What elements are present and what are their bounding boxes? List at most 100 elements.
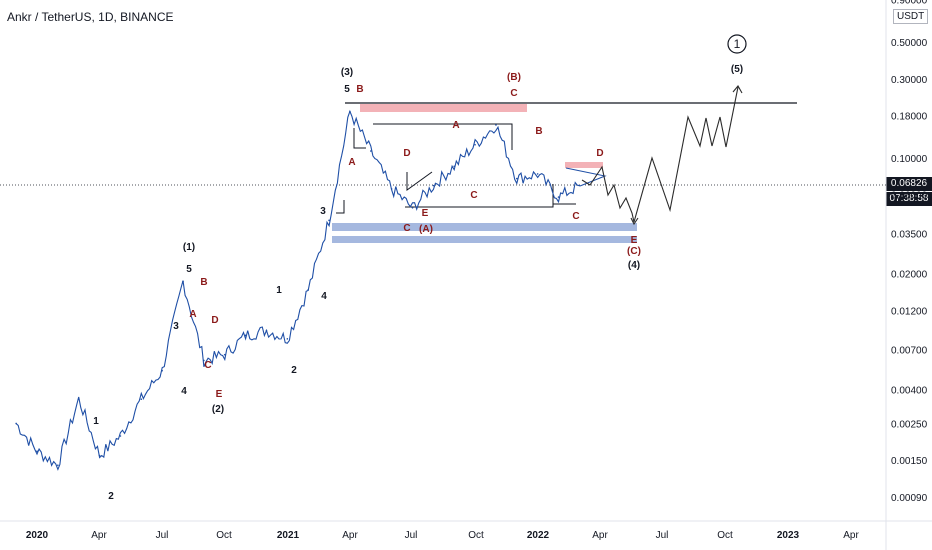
wave-labels: (3) 5 3 (1) 5 3 4 (2) 1 2 1 2 4 (4) (5) B A D C E (B) C A B D C E A… [93, 64, 743, 502]
wave-label-black: 5 [344, 84, 350, 95]
price-point [223, 353, 226, 356]
target-arrowhead [630, 217, 639, 226]
time-tick-label: Apr [91, 530, 107, 541]
wave-label-red: C [470, 190, 477, 201]
price-tick-label: 0.10000 [891, 154, 928, 165]
wave-label-black: 1 [276, 285, 282, 296]
price-tick-label: 0.00700 [891, 345, 928, 356]
price-point [98, 454, 101, 457]
price-point [516, 177, 518, 180]
price-point [77, 398, 80, 401]
time-tick-label: Apr [342, 530, 358, 541]
wave-label-red: D [596, 148, 603, 159]
price-tick-label: 0.06000 [891, 191, 928, 202]
wave-label-black: 3 [320, 206, 326, 217]
price-point [265, 329, 268, 332]
bracket-a [353, 128, 366, 149]
projection-arrowhead [732, 85, 743, 94]
price-tick-label: 0.00250 [891, 419, 928, 430]
wave-label-red: C [572, 211, 579, 222]
price-point [557, 196, 560, 198]
time-axis: 2020 Apr Jul Oct 2021 Apr Jul Oct 2022 Apr Jul Oct 2… [26, 530, 860, 541]
price-tick-label: 0.50000 [891, 38, 928, 49]
price-point [411, 206, 414, 209]
price-series-layer [15, 109, 581, 471]
price-point [286, 338, 289, 340]
range-box-upper [373, 123, 513, 150]
price-tick-label: 0.01200 [891, 307, 928, 318]
wave-label-black: (1) [183, 242, 195, 253]
price-axis: 0.90000 0.50000 0.30000 0.18000 0.10000 0.060… [891, 0, 928, 504]
price-point [536, 173, 539, 175]
countdown-badge: 07:38:58 [886, 192, 932, 206]
wave-label-red: E [422, 208, 429, 219]
wave-label-red: C [403, 223, 410, 234]
price-point [244, 334, 247, 337]
support-zone-upper [332, 223, 637, 231]
time-tick-label: 2020 [26, 530, 49, 541]
time-tick-label: 2023 [777, 530, 800, 541]
price-point [453, 165, 456, 168]
wave-label-red: B [200, 277, 207, 288]
price-series-line [15, 109, 580, 471]
price-point [349, 110, 351, 113]
price-point [432, 184, 435, 187]
price-point [140, 398, 143, 401]
circled-wave-marker [727, 34, 747, 54]
bracket-d [406, 171, 433, 191]
time-tick-label: Jul [156, 530, 169, 541]
current-price-badge: 0.06826 [886, 177, 932, 191]
wave-label-black: 4 [321, 291, 327, 302]
wave-label-red: B [535, 126, 542, 137]
chart-title: Ankr / TetherUS, 1D, BINANCE [7, 10, 174, 24]
wave-label-black: (5) [731, 64, 743, 75]
price-tick-label: 0.03500 [891, 229, 928, 240]
wave-label-red: (C) [627, 246, 641, 257]
bracket-c [552, 184, 576, 205]
time-tick-label: Oct [468, 530, 484, 541]
wave-label-black: 5 [186, 264, 192, 275]
price-point [182, 280, 184, 283]
price-point [390, 188, 393, 190]
time-tick-label: 2022 [527, 530, 550, 541]
bracket-3 [336, 200, 345, 214]
time-tick-label: Oct [216, 530, 232, 541]
circled-wave-label: 1 [734, 37, 741, 51]
wave-label-red: E [631, 235, 638, 246]
price-point [328, 219, 330, 222]
time-tick-label: Jul [405, 530, 418, 541]
support-zone-lower [332, 236, 637, 243]
wave-label-red: A [452, 120, 459, 131]
wave-label-black: (2) [212, 404, 224, 415]
wave-label-black: (4) [628, 260, 640, 271]
price-point [36, 450, 38, 453]
currency-unit-label[interactable]: USDT [893, 9, 929, 24]
price-point [369, 150, 372, 152]
wave-label-red: D [211, 315, 218, 326]
wave-label-red: E [216, 389, 223, 400]
time-tick-label: 2021 [277, 530, 300, 541]
wave-label-red: C [204, 360, 211, 371]
wave-label-black: 2 [108, 491, 114, 502]
price-tick-label: 0.90000 [891, 0, 928, 7]
time-tick-label: Apr [843, 530, 859, 541]
wave-label-red: (B) [507, 72, 521, 83]
wave-label-black: 1 [93, 416, 99, 427]
wave-label-black: 4 [181, 386, 187, 397]
price-tick-label: 0.00400 [891, 386, 928, 397]
time-tick-label: Apr [592, 530, 608, 541]
wave-label-black: 3 [173, 321, 179, 332]
resistance-zone-top [360, 104, 527, 112]
time-tick-label: Jul [656, 530, 669, 541]
price-point [119, 435, 122, 437]
wave-label-red: (A) [419, 224, 433, 235]
resistance-zone-mid [565, 162, 603, 168]
projected-wave-path [581, 86, 739, 223]
wave-label-red: A [189, 309, 196, 320]
price-point [203, 359, 205, 362]
price-point [161, 369, 163, 372]
price-tick-label: 0.00150 [891, 456, 928, 467]
wave-label-red: D [403, 148, 410, 159]
time-tick-label: Oct [717, 530, 733, 541]
